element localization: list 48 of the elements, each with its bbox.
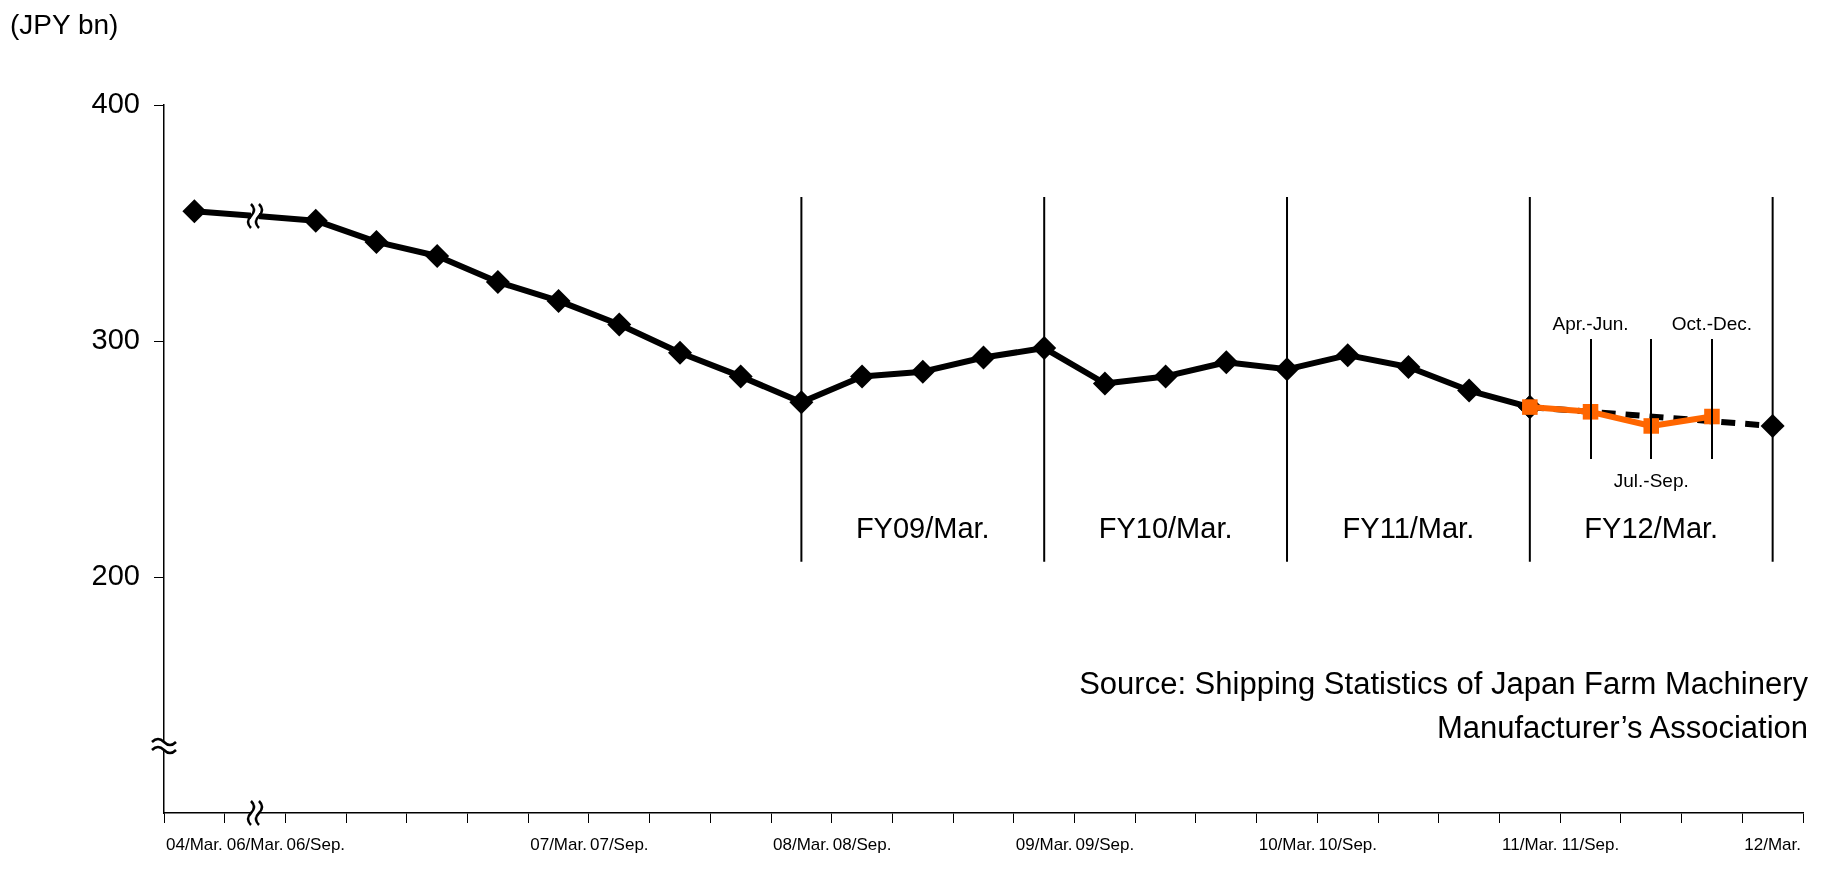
x-tick-label: 11/Sep. <box>1561 834 1620 854</box>
point <box>1457 378 1482 403</box>
y-tick-label: 200 <box>91 559 140 591</box>
point <box>1032 336 1057 361</box>
y-tick-label: 300 <box>91 323 140 355</box>
x-tick-label: 04/Mar. <box>166 834 223 854</box>
x-tick-label: 12/Mar. <box>1744 834 1801 854</box>
x-tick-label: 07/Mar. <box>530 834 587 854</box>
annotation: Jul.-Sep. <box>1613 470 1689 492</box>
point <box>1092 371 1117 396</box>
x-tick-label: 10/Mar. <box>1258 834 1316 854</box>
point <box>546 288 571 313</box>
point <box>971 345 996 370</box>
x-tick-label: 10/Sep. <box>1318 834 1378 854</box>
y-axis-title: (JPY bn) <box>10 8 119 40</box>
annotation: Source: Shipping Statistics of Japan Farm Machinery Manufacturer’s Association <box>1078 665 1808 747</box>
annotation: Oct.-Dec. <box>1671 313 1753 335</box>
point <box>182 199 207 224</box>
annotation: FY10/Mar. <box>1098 511 1233 544</box>
point <box>910 359 935 384</box>
point <box>364 229 389 254</box>
point <box>1153 364 1178 389</box>
point <box>728 364 753 389</box>
x-tick-label: 09/Mar. <box>1015 834 1073 854</box>
point <box>1396 354 1421 379</box>
x-tick-label: 06/Mar. <box>226 834 284 854</box>
point <box>789 390 814 415</box>
annotation: FY09/Mar. <box>855 511 990 544</box>
point <box>607 312 632 337</box>
point <box>425 244 450 269</box>
x-tick-label: 06/Sep. <box>286 834 346 854</box>
point <box>667 340 692 365</box>
annotation: FY12/Mar. <box>1584 511 1719 544</box>
point <box>1275 357 1300 382</box>
x-tick-label: 11/Mar. <box>1502 834 1558 854</box>
y-tick-label: 400 <box>91 87 140 119</box>
point <box>850 364 875 389</box>
point <box>1335 343 1360 368</box>
x-tick-label: 07/Sep. <box>589 834 649 854</box>
x-tick-label: 08/Sep. <box>832 834 892 854</box>
point <box>1760 413 1785 438</box>
x-tick-label: 08/Mar. <box>773 834 830 854</box>
point <box>1214 350 1239 375</box>
x-tick-label: 09/Sep. <box>1075 834 1135 854</box>
point <box>303 208 328 233</box>
annotation: Apr.-Jun. <box>1552 313 1629 335</box>
annotation: FY11/Mar. <box>1342 511 1475 544</box>
point <box>485 270 510 294</box>
